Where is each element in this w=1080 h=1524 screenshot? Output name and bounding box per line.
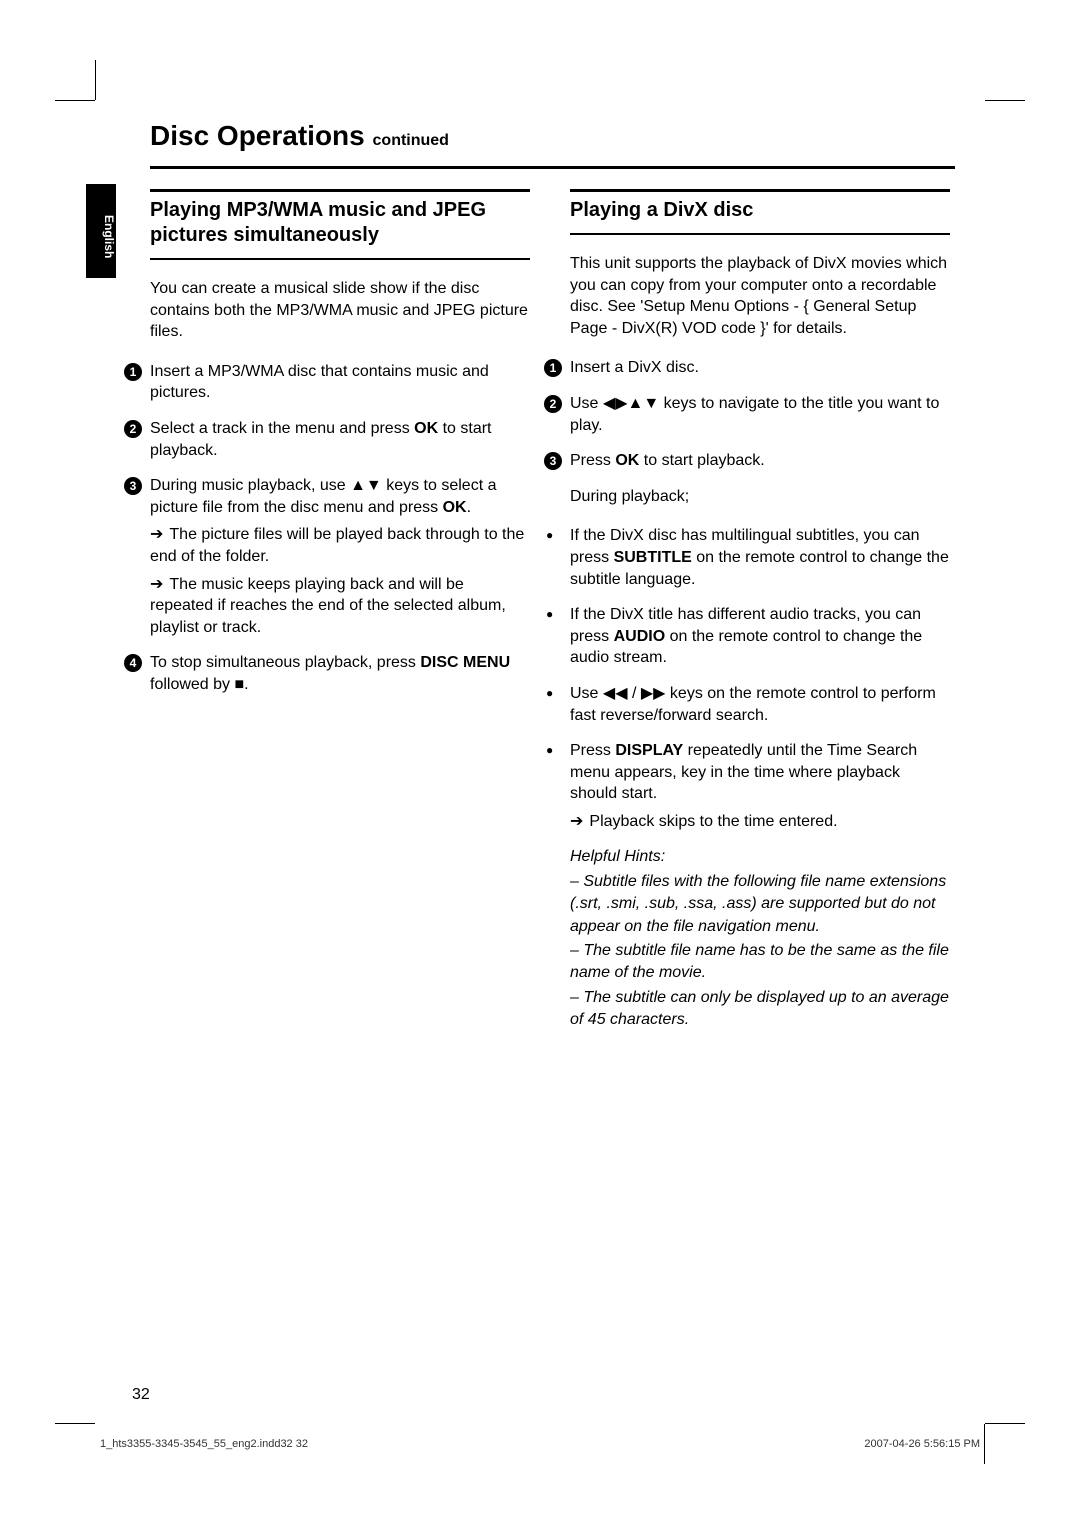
step-text: Use	[570, 395, 603, 412]
bold-text: DISPLAY	[615, 742, 683, 759]
page-number: 32	[132, 1386, 150, 1404]
step-1: 1 Insert a MP3/WMA disc that contains mu…	[150, 361, 530, 404]
footer-timestamp: 2007-04-26 5:56:15 PM	[864, 1438, 980, 1450]
step-badge: 3	[124, 477, 142, 495]
page-title: Disc Operations continued	[150, 120, 955, 152]
step-1: 1 Insert a DivX disc.	[570, 357, 950, 379]
arrow-keys-icon: ▲▼	[350, 477, 382, 494]
title-text: Disc Operations	[150, 120, 365, 151]
bold-text: OK	[615, 452, 639, 469]
section-rule-top	[570, 189, 950, 192]
helpful-hints: Helpful Hints: – Subtitle files with the…	[570, 846, 950, 1031]
bullet-item: Use ◀◀ / ▶▶ keys on the remote control t…	[570, 683, 950, 726]
step-3: 3 Press OK to start playback.	[570, 450, 950, 472]
step-2: 2 Select a track in the menu and press O…	[150, 418, 530, 461]
right-column: Playing a DivX disc This unit supports t…	[570, 189, 950, 1034]
hint-item: – The subtitle file name has to be the s…	[570, 940, 950, 985]
step-badge: 2	[124, 420, 142, 438]
bullet-item: Press DISPLAY repeatedly until the Time …	[570, 740, 950, 832]
step-text: Insert a DivX disc.	[570, 359, 699, 376]
step-badge: 2	[544, 395, 562, 413]
section-heading: Playing MP3/WMA music and JPEG pictures …	[150, 198, 530, 254]
bullet-item: If the DivX title has different audio tr…	[570, 604, 950, 669]
bold-text: AUDIO	[614, 628, 666, 645]
step-badge: 3	[544, 452, 562, 470]
hint-item: – Subtitle files with the following file…	[570, 871, 950, 938]
step-text: .	[244, 676, 248, 693]
bold-text: DISC MENU	[420, 654, 510, 671]
bullet-item: If the DivX disc has multilingual subtit…	[570, 525, 950, 590]
nav-keys-icon: ◀▶▲▼	[603, 395, 659, 412]
title-rule	[150, 166, 955, 169]
bold-text: OK	[414, 420, 438, 437]
section-rule-bot	[570, 233, 950, 235]
step-text: To stop simultaneous playback, press	[150, 654, 420, 671]
section-rule-bot	[150, 258, 530, 260]
step-text: Insert a MP3/WMA disc that contains musi…	[150, 363, 489, 402]
stop-icon: ■	[235, 676, 245, 693]
step-4: 4 To stop simultaneous playback, press D…	[150, 652, 530, 695]
step-text: to start playback.	[639, 452, 764, 469]
step-text: followed by	[150, 676, 235, 693]
step-text: Select a track in the menu and press	[150, 420, 414, 437]
during-text: During playback;	[570, 486, 950, 508]
footer-filename: 1_hts3355-3345-3545_55_eng2.indd32 32	[100, 1438, 308, 1450]
step-text: Press	[570, 452, 615, 469]
step-text: During music playback, use	[150, 477, 350, 494]
step-badge: 1	[544, 359, 562, 377]
step-2: 2 Use ◀▶▲▼ keys to navigate to the title…	[570, 393, 950, 436]
page-content: English Disc Operations continued Playin…	[100, 120, 955, 1034]
seek-keys-icon: ◀◀ / ▶▶	[603, 685, 666, 702]
step-badge: 1	[124, 363, 142, 381]
step-badge: 4	[124, 654, 142, 672]
bullet-text: Use	[570, 685, 603, 702]
title-suffix: continued	[373, 132, 449, 149]
step-3: 3 During music playback, use ▲▼ keys to …	[150, 475, 530, 638]
intro-text: This unit supports the playback of DivX …	[570, 253, 950, 339]
sub-result: The music keeps playing back and will be…	[150, 574, 530, 639]
step-text: .	[467, 499, 471, 516]
sub-result: Playback skips to the time entered.	[570, 811, 950, 833]
hint-item: – The subtitle can only be displayed up …	[570, 987, 950, 1032]
left-column: Playing MP3/WMA music and JPEG pictures …	[150, 189, 530, 1034]
hints-title: Helpful Hints:	[570, 846, 950, 868]
columns: Playing MP3/WMA music and JPEG pictures …	[150, 189, 955, 1034]
section-heading: Playing a DivX disc	[570, 198, 950, 229]
intro-text: You can create a musical slide show if t…	[150, 278, 530, 343]
bold-text: OK	[443, 499, 467, 516]
bold-text: SUBTITLE	[614, 549, 692, 566]
sub-result: The picture files will be played back th…	[150, 524, 530, 567]
language-tab: English	[86, 184, 116, 278]
bullet-text: Press	[570, 742, 615, 759]
section-rule-top	[150, 189, 530, 192]
